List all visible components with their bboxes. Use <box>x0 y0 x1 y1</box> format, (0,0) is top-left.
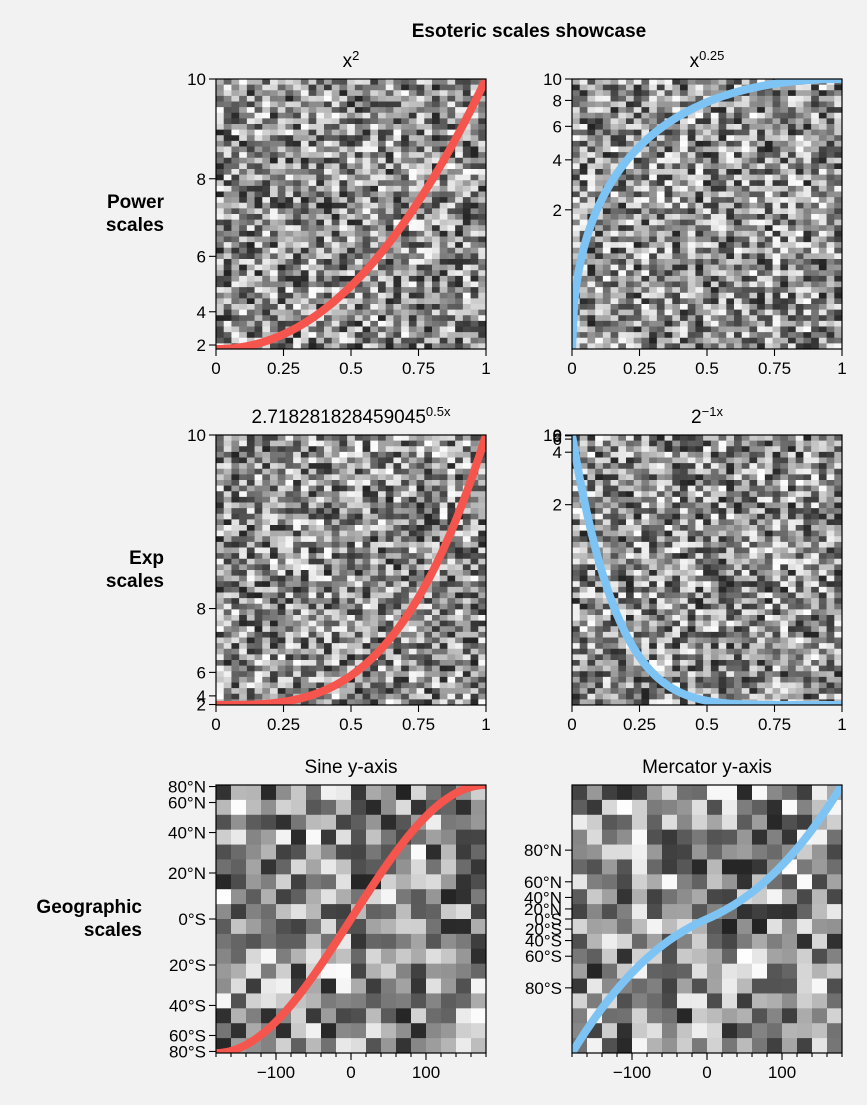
x-tick-label-3-3: 0.75 <box>402 715 435 734</box>
heatmap-2 <box>572 79 842 349</box>
x-tick-label-3-2: 0.5 <box>339 715 363 734</box>
x-tick-label-2-3: 0.75 <box>758 359 791 378</box>
x-tick-label-4-1: 0.25 <box>623 715 656 734</box>
panel-title-2: x0.25 <box>690 48 725 72</box>
x-tick-label-6-1: 0 <box>702 1063 711 1082</box>
y-tick-label-2-1: 4 <box>553 151 562 170</box>
series-line-5 <box>216 785 486 1053</box>
panel-title-1: x2 <box>343 48 360 72</box>
y-tick-label-6-3: 20°S <box>525 920 562 939</box>
y-tick-label-4-4: 10 <box>543 426 562 445</box>
y-tick-label-1-1: 4 <box>197 303 206 322</box>
y-tick-label-3-4: 10 <box>187 426 206 445</box>
y-tick-label-6-2: 40°S <box>525 932 562 951</box>
row-label-power-2: scales <box>106 215 164 236</box>
series-line-3 <box>216 435 486 705</box>
y-tick-label-3-2: 6 <box>197 663 206 682</box>
panel-6: Mercator y-axis −100 0 100 80°S 60°S40°S20°S0… <box>524 757 843 1082</box>
x-tick-label-4-3: 0.75 <box>758 715 791 734</box>
row-label-power-1: Power <box>107 192 165 213</box>
x-tick-label-5-2: 100 <box>412 1063 440 1082</box>
y-tick-label-5-2: 40°S <box>169 996 206 1015</box>
y-tick-label-4-1: 4 <box>553 443 562 462</box>
series-line-6 <box>572 785 842 1053</box>
row-label-exp-1: Exp <box>129 548 164 569</box>
x-tick-label-3-1: 0.25 <box>267 715 300 734</box>
panel-title-4: 2−1x <box>691 404 723 428</box>
y-tick-label-4-2: 6 <box>553 430 562 449</box>
x-tick-label-2-1: 0.25 <box>623 359 656 378</box>
y-tick-label-5-3: 20°S <box>169 956 206 975</box>
series-line-1 <box>216 79 486 349</box>
y-tick-label-6-4: 0°S <box>534 910 562 929</box>
panel-1: x2 0 0.25 0.5 0.75 1 2 4 6 8 10 <box>187 48 491 378</box>
y-tick-label-2-3: 8 <box>553 91 562 110</box>
x-tick-label-2-4: 1 <box>837 359 846 378</box>
heatmap-5 <box>216 785 486 1053</box>
y-tick-label-3-3: 8 <box>197 600 206 619</box>
y-tick-label-1-2: 6 <box>197 247 206 266</box>
y-tick-label-5-6: 40°N <box>168 824 206 843</box>
y-tick-label-1-0: 2 <box>197 336 206 355</box>
y-tick-label-5-5: 20°N <box>168 864 206 883</box>
x-tick-label-2-0: 0 <box>567 359 576 378</box>
series-line-2 <box>572 79 842 349</box>
x-tick-label-4-0: 0 <box>567 715 576 734</box>
row-label-geo-1: Geographic <box>36 897 142 918</box>
y-tick-label-4-0: 2 <box>553 496 562 515</box>
y-tick-label-6-8: 80°N <box>524 841 562 860</box>
y-tick-label-3-1: 4 <box>197 687 206 706</box>
y-tick-label-3-0: 2 <box>197 696 206 715</box>
x-tick-label-1-3: 0.75 <box>402 359 435 378</box>
y-tick-label-5-7: 60°N <box>168 794 206 813</box>
x-tick-label-1-1: 0.25 <box>267 359 300 378</box>
y-tick-label-6-0: 80°S <box>525 979 562 998</box>
y-tick-label-6-1: 60°S <box>525 947 562 966</box>
x-tick-label-1-0: 0 <box>211 359 220 378</box>
panel-title-6: Mercator y-axis <box>642 757 772 778</box>
x-tick-label-3-0: 0 <box>211 715 220 734</box>
x-tick-label-4-2: 0.5 <box>695 715 719 734</box>
y-tick-label-6-5: 20°N <box>524 900 562 919</box>
y-tick-label-1-3: 8 <box>197 170 206 189</box>
y-tick-label-2-2: 6 <box>553 117 562 136</box>
y-tick-label-6-7: 60°N <box>524 873 562 892</box>
y-tick-label-4-3: 8 <box>553 427 562 446</box>
panel-5: Sine y-axis −100 0 100 80°S60°S 40°S 20°S 0°S 20… <box>168 757 487 1082</box>
panel-2: x0.25 0 0.25 0.5 0.75 1 2 4 6 8 10 <box>543 48 847 378</box>
panel-title-5: Sine y-axis <box>305 757 398 778</box>
x-tick-label-5-1: 0 <box>346 1063 355 1082</box>
panel-3: 2.7182818284590450.5x 0 0.25 0.5 0.75 1 24 6 8 10 <box>187 404 491 734</box>
row-label-exp-2: scales <box>106 571 164 592</box>
x-tick-label-6-2: 100 <box>768 1063 796 1082</box>
x-tick-label-1-2: 0.5 <box>339 359 363 378</box>
x-tick-label-2-2: 0.5 <box>695 359 719 378</box>
y-tick-label-5-4: 0°S <box>178 910 206 929</box>
y-tick-label-2-4: 10 <box>543 70 562 89</box>
y-tick-label-1-4: 10 <box>187 70 206 89</box>
heatmap-1 <box>216 79 486 349</box>
x-tick-label-6-0: −100 <box>613 1063 651 1082</box>
y-tick-label-5-1: 60°S <box>169 1026 206 1045</box>
y-tick-label-6-6: 40°N <box>524 888 562 907</box>
heatmap-3 <box>216 435 486 705</box>
heatmap-4 <box>572 435 842 705</box>
x-tick-label-4-4: 1 <box>837 715 846 734</box>
y-tick-label-2-0: 2 <box>553 201 562 220</box>
y-tick-label-5-8: 80°N <box>168 778 206 797</box>
panel-title-3: 2.7182818284590450.5x <box>252 404 451 428</box>
y-tick-label-5-0: 80°S <box>169 1042 206 1061</box>
row-label-geo-2: scales <box>84 920 142 941</box>
x-tick-label-3-4: 1 <box>481 715 490 734</box>
suptitle: Esoteric scales showcase <box>412 21 646 42</box>
x-tick-label-1-4: 1 <box>481 359 490 378</box>
x-tick-label-5-0: −100 <box>257 1063 295 1082</box>
